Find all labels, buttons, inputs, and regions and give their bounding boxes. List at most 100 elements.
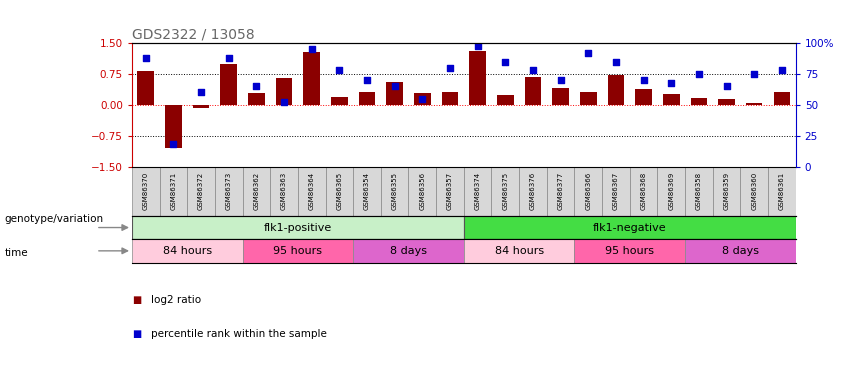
Text: ■: ■ (132, 329, 141, 339)
Bar (547, 166, 574, 216)
Text: 84 hours: 84 hours (163, 246, 212, 256)
Point (581, 50, 595, 56)
Text: time: time (4, 248, 28, 258)
Text: GSM86360: GSM86360 (751, 172, 757, 210)
Bar (464, 216, 796, 239)
Text: GSM86364: GSM86364 (309, 172, 315, 210)
Bar (414, 93, 431, 105)
Bar (298, 166, 326, 216)
Text: log2 ratio: log2 ratio (151, 295, 201, 305)
Bar (165, 105, 182, 148)
Point (720, 83, 734, 89)
Text: GSM86368: GSM86368 (641, 172, 647, 210)
Bar (408, 166, 437, 216)
Text: 95 hours: 95 hours (273, 246, 323, 256)
Text: 84 hours: 84 hours (494, 246, 544, 256)
Text: GSM86355: GSM86355 (391, 172, 397, 210)
Point (471, 43, 484, 49)
Bar (132, 216, 464, 239)
Bar (519, 166, 547, 216)
Bar (492, 166, 519, 216)
Bar (574, 239, 685, 262)
Text: GSM86375: GSM86375 (502, 172, 508, 210)
Point (388, 83, 402, 89)
Point (333, 67, 346, 73)
Bar (685, 239, 796, 262)
Bar (774, 93, 790, 105)
Bar (381, 166, 408, 216)
Point (305, 46, 318, 52)
Bar (663, 94, 679, 105)
Bar (580, 92, 597, 105)
Bar (214, 166, 243, 216)
Bar (685, 166, 713, 216)
Text: GSM86354: GSM86354 (364, 172, 370, 210)
Point (526, 67, 540, 73)
Text: GSM86373: GSM86373 (226, 172, 231, 210)
Bar (740, 166, 768, 216)
Bar (718, 99, 735, 105)
Text: GSM86374: GSM86374 (475, 172, 481, 210)
Text: GSM86369: GSM86369 (668, 172, 674, 210)
Bar (657, 166, 685, 216)
Bar (635, 89, 652, 105)
Bar (497, 94, 514, 105)
Point (692, 71, 705, 77)
Point (609, 58, 623, 64)
Bar (243, 239, 353, 262)
Bar (464, 239, 574, 262)
Text: flk1-positive: flk1-positive (264, 222, 332, 232)
Bar (243, 166, 271, 216)
Text: GSM86359: GSM86359 (723, 172, 729, 210)
Bar (524, 77, 541, 105)
Text: GSM86376: GSM86376 (530, 172, 536, 210)
Text: GSM86377: GSM86377 (557, 172, 563, 210)
Text: GSM86361: GSM86361 (779, 172, 785, 210)
Bar (552, 88, 568, 105)
Bar (359, 93, 375, 105)
Point (249, 83, 263, 89)
Bar (386, 82, 403, 105)
Text: percentile rank within the sample: percentile rank within the sample (151, 329, 327, 339)
Text: 8 days: 8 days (722, 246, 759, 256)
Bar (464, 166, 492, 216)
Bar (248, 93, 265, 105)
Bar (574, 166, 603, 216)
Text: flk1-negative: flk1-negative (593, 222, 666, 232)
Bar (745, 103, 762, 105)
Bar (603, 166, 630, 216)
Bar (353, 166, 381, 216)
Point (775, 67, 789, 73)
Text: genotype/variation: genotype/variation (4, 214, 103, 224)
Text: GSM86363: GSM86363 (281, 172, 287, 210)
Bar (713, 166, 740, 216)
Text: GSM86356: GSM86356 (420, 172, 426, 210)
Text: 95 hours: 95 hours (605, 246, 654, 256)
Text: GSM86371: GSM86371 (170, 172, 176, 210)
Point (139, 55, 152, 61)
Bar (187, 166, 214, 216)
Text: GSM86366: GSM86366 (585, 172, 591, 210)
Point (167, 141, 180, 147)
Point (554, 77, 568, 83)
Bar (437, 166, 464, 216)
Bar (220, 64, 237, 105)
Bar (630, 166, 657, 216)
Point (443, 65, 457, 71)
Point (747, 71, 761, 77)
Text: GSM86372: GSM86372 (198, 172, 204, 210)
Bar (691, 98, 707, 105)
Text: GSM86365: GSM86365 (336, 172, 342, 210)
Point (415, 96, 429, 102)
Text: ■: ■ (132, 295, 141, 305)
Bar (160, 166, 187, 216)
Bar (271, 166, 298, 216)
Point (277, 99, 291, 105)
Text: 8 days: 8 days (390, 246, 427, 256)
Bar (442, 93, 458, 105)
Bar (276, 78, 293, 105)
Bar (132, 239, 243, 262)
Bar (608, 75, 625, 105)
Point (222, 55, 236, 61)
Text: GSM86362: GSM86362 (254, 172, 260, 210)
